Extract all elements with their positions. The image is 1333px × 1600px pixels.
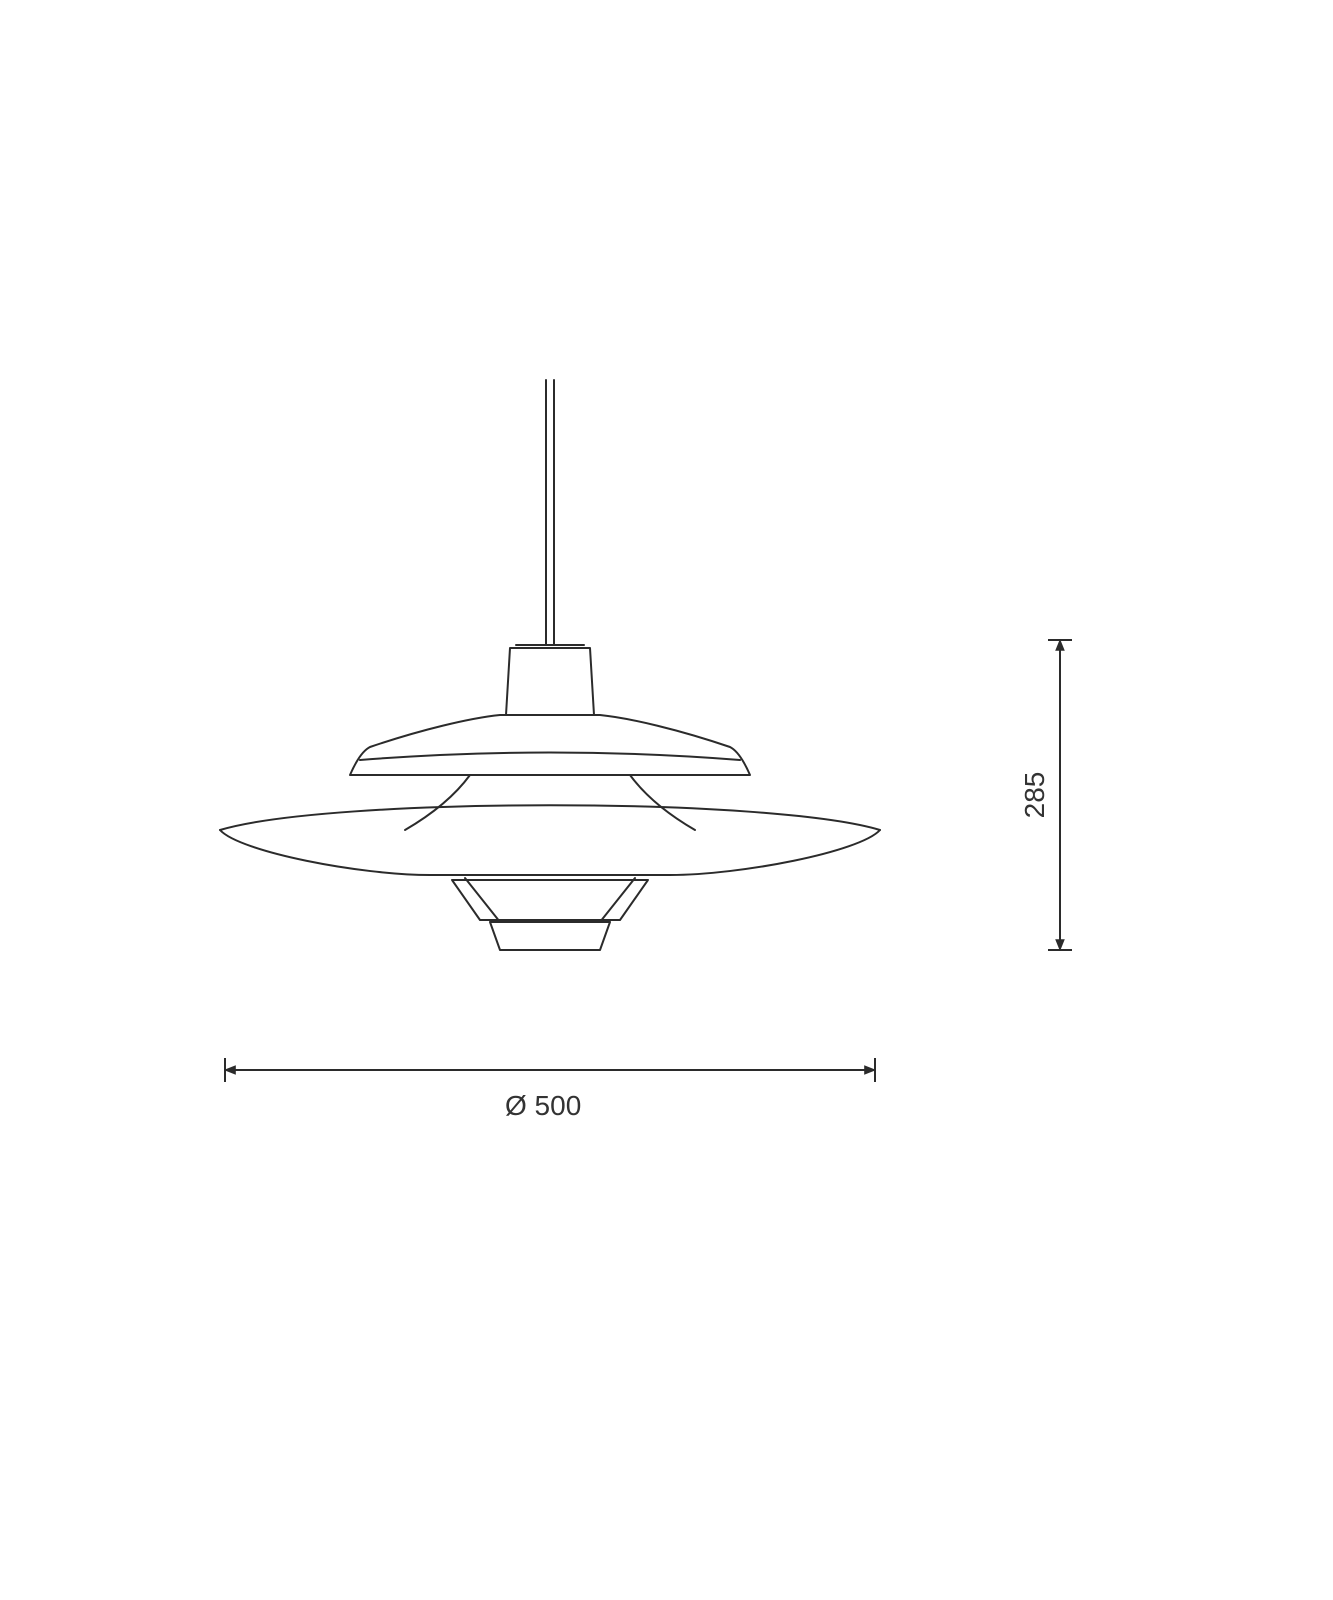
strut-right — [630, 775, 695, 830]
diagram-canvas: Ø 500 285 — [0, 0, 1333, 1600]
cord — [546, 380, 554, 645]
lamp-outline — [220, 380, 880, 950]
top-shade — [350, 715, 750, 775]
dimension-width-label: Ø 500 — [505, 1090, 581, 1122]
lamp-drawing-svg — [0, 0, 1333, 1600]
main-shade-top — [220, 805, 880, 830]
top-shade-dip — [360, 753, 740, 761]
bottom-ring — [490, 922, 610, 950]
dimension-width — [225, 1058, 875, 1082]
strut-left — [405, 775, 470, 830]
main-shade-bottom — [220, 830, 880, 875]
dimension-height — [1048, 640, 1072, 950]
dimension-height-label: 285 — [1019, 772, 1051, 819]
socket-cap — [506, 645, 594, 715]
hanger-right — [600, 878, 635, 922]
hanger-left — [465, 878, 500, 922]
